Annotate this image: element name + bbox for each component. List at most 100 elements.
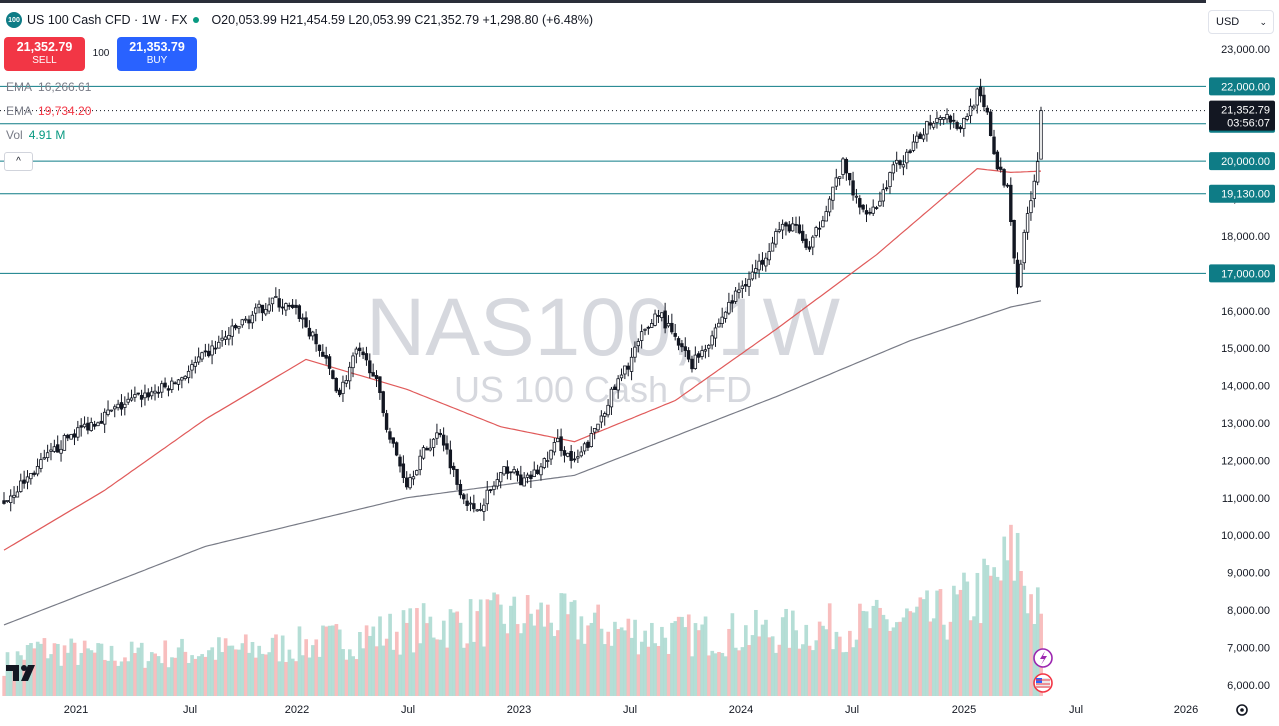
candle-body: [861, 204, 865, 210]
volume-bar: [616, 629, 621, 696]
candle-body: [925, 120, 929, 135]
tradingview-logo-icon[interactable]: [6, 663, 40, 683]
candle-body: [331, 370, 335, 379]
candle-body: [176, 379, 181, 385]
volume-bar: [227, 645, 231, 696]
level-price-badge: [1209, 77, 1275, 96]
candle-body: [841, 158, 845, 175]
volume-bar: [455, 611, 460, 696]
candle-body: [270, 297, 275, 305]
candle-body: [858, 198, 862, 208]
candle-body: [482, 504, 486, 512]
volume-bar: [210, 647, 215, 696]
volume-bar: [408, 608, 413, 696]
candle-body: [1032, 180, 1036, 200]
candle-body: [190, 364, 194, 371]
candle-body: [398, 456, 402, 467]
candle-body: [223, 336, 228, 340]
last-price-badge: [1209, 100, 1275, 131]
candle-body: [45, 452, 50, 459]
candle-body: [532, 469, 536, 477]
candle-body: [99, 420, 104, 424]
candle-body: [32, 472, 36, 475]
candle-body: [894, 159, 899, 164]
volume-bar: [1022, 585, 1027, 696]
candle-body: [975, 88, 979, 106]
currency-select[interactable]: USD ⌄: [1208, 10, 1274, 34]
volume-bar: [515, 624, 520, 696]
volume-bar: [240, 643, 245, 696]
sell-button[interactable]: 21,352.79 SELL: [4, 37, 85, 71]
time-axis[interactable]: [0, 696, 1206, 726]
candle-body: [123, 403, 127, 408]
indicator-ema-slow[interactable]: EMA 16,266.61: [6, 80, 91, 94]
volume-bar: [646, 646, 651, 696]
x-tick-label: 2023: [507, 704, 531, 716]
volume-bar: [92, 652, 97, 696]
volume-bar: [103, 659, 107, 696]
candle-body: [582, 443, 587, 452]
volume-bar: [972, 616, 976, 696]
symbol-title[interactable]: US 100 Cash CFD · 1W · FX: [27, 13, 188, 27]
volume-bar: [931, 618, 936, 696]
indicator-ema-fast[interactable]: EMA 19,734.20: [6, 104, 91, 118]
candle-body: [116, 403, 120, 409]
volume-bar: [153, 653, 157, 696]
candle-body: [163, 382, 167, 388]
volume-bar: [817, 621, 822, 696]
collapse-indicators-button[interactable]: ^: [4, 152, 33, 171]
level-price-label: 20,000.00: [1221, 156, 1270, 168]
candle-body: [334, 378, 338, 392]
volume-bar: [851, 647, 856, 696]
volume-bar: [156, 656, 161, 696]
candle-body: [217, 341, 221, 349]
candle-body: [948, 115, 953, 123]
candle-body: [764, 257, 768, 267]
volume-bar: [566, 614, 570, 696]
candle-body: [757, 260, 761, 271]
volume-bar: [1005, 560, 1010, 696]
buy-button[interactable]: 21,353.79 BUY: [117, 37, 197, 71]
volume-bar: [297, 626, 302, 696]
volume-bar: [559, 593, 564, 696]
volume-bar: [569, 601, 574, 696]
volume-bar: [908, 611, 913, 696]
volume-bar: [545, 604, 550, 696]
volume-bar: [606, 631, 611, 696]
sell-price: 21,352.79: [16, 40, 73, 54]
candle-body: [931, 122, 936, 128]
candle-body: [797, 224, 802, 234]
volume-bar: [431, 637, 436, 696]
candle-body: [905, 151, 909, 164]
candle-body: [267, 304, 271, 312]
candle-body: [200, 352, 204, 360]
candle-body: [452, 465, 456, 470]
volume-bar: [421, 603, 426, 696]
volume-bar: [1015, 532, 1020, 696]
gear-icon[interactable]: [1234, 702, 1250, 718]
candle-body: [391, 437, 395, 444]
candle-body: [193, 362, 197, 367]
indicator-volume[interactable]: Vol 4.91 M: [6, 128, 65, 142]
indicator-name: Vol: [6, 128, 23, 142]
volume-bar: [837, 636, 842, 696]
volume-bar: [848, 630, 852, 696]
candle-body: [49, 449, 53, 452]
volume-bar: [200, 654, 204, 696]
volume-bar: [941, 624, 946, 696]
volume-bar: [623, 630, 627, 696]
volume-bar: [190, 655, 194, 696]
candle-body: [656, 315, 661, 317]
volume-bar: [596, 604, 600, 696]
candle-body: [824, 211, 828, 222]
candle-body: [498, 472, 503, 483]
symbol-header[interactable]: 100 US 100 Cash CFD · 1W · FX O20,053.99…: [6, 10, 593, 30]
candle-body: [848, 172, 852, 181]
volume-bar: [509, 605, 513, 696]
candle-body: [458, 484, 463, 496]
volume-bar: [371, 626, 376, 696]
candle-body: [519, 474, 523, 486]
candle-body: [371, 372, 375, 377]
candle-body: [700, 350, 704, 357]
